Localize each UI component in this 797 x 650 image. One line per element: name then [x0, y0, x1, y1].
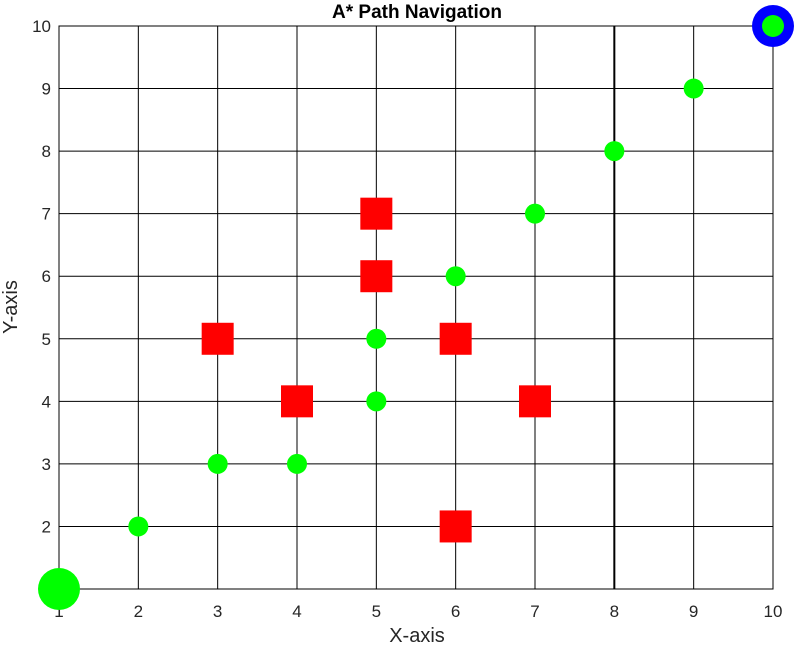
tick-labels: 1 2 3 4 5 6 7 8 9 10 2 3 4 5 6 7 8 9 10 [32, 17, 782, 621]
y-tick-label-5: 5 [42, 330, 51, 349]
y-tick-label-3: 3 [42, 455, 51, 474]
start-point-1-1 [38, 568, 80, 610]
x-tick-label-8: 8 [610, 602, 619, 621]
x-axis-label: X-axis [389, 625, 445, 645]
x-tick-label-5: 5 [372, 602, 381, 621]
y-tick-label-7: 7 [42, 205, 51, 224]
obstacle-7-4 [519, 385, 551, 418]
obstacle-6-2 [439, 510, 472, 543]
y-tick-label-8: 8 [42, 142, 51, 161]
y-tick-label-10: 10 [32, 17, 51, 36]
path-point-5-4 [366, 391, 387, 412]
x-tick-label-9: 9 [689, 602, 698, 621]
path-point-7-7 [525, 203, 545, 224]
goal-point-10-10 [762, 15, 784, 37]
y-tick-label-9: 9 [42, 80, 51, 99]
x-tick-label-10: 10 [764, 602, 783, 621]
grid-lines [58, 25, 774, 590]
obstacle-5-6 [360, 260, 393, 293]
obstacle-6-5 [439, 322, 472, 355]
x-tick-label-2: 2 [134, 602, 143, 621]
plot-border [58, 25, 774, 590]
y-tick-label-2: 2 [42, 517, 51, 536]
obstacle-5-7 [360, 197, 393, 230]
x-tick-label-4: 4 [292, 602, 301, 621]
path-point-5-5 [366, 328, 387, 349]
obstacle-3-5 [201, 322, 234, 355]
x-tick-label-3: 3 [213, 602, 222, 621]
x-tick-label-1: 1 [54, 602, 63, 621]
path-point-8-8 [604, 141, 625, 162]
path-point-4-3 [287, 453, 307, 474]
path-point-9-9 [683, 78, 704, 99]
path-point-2-2 [128, 516, 149, 537]
x-tick-label-6: 6 [451, 602, 460, 621]
chart-title: A* Path Navigation [332, 2, 502, 23]
y-axis-label: Y-axis [0, 280, 22, 334]
x-tick-label-7: 7 [530, 602, 539, 621]
path-point-6-6 [445, 266, 466, 287]
path-point-3-3 [207, 453, 228, 474]
y-tick-label-6: 6 [42, 267, 51, 286]
obstacle-4-4 [281, 385, 313, 418]
y-tick-label-4: 4 [42, 392, 51, 411]
data-markers [38, 5, 794, 610]
